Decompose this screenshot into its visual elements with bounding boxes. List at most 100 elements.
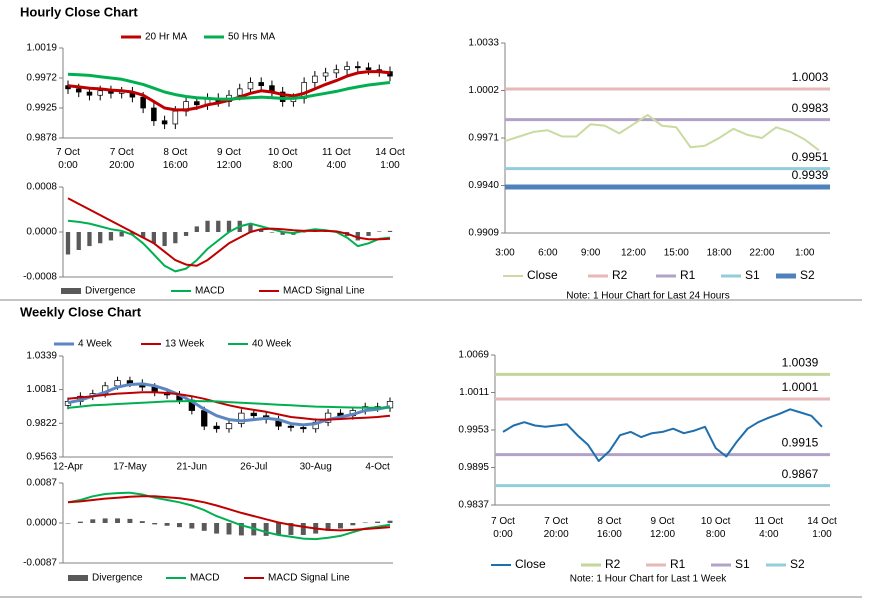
section-title: Hourly Close Chart: [20, 4, 138, 19]
y-tick-label: 0.9895: [458, 462, 489, 473]
divergence-bar: [87, 232, 92, 247]
chart-note: Note: 1 Hour Chart for Last 24 Hours: [566, 291, 729, 302]
divergence-bar: [65, 523, 71, 524]
series-line: [67, 491, 391, 541]
x-tick-label: 11 Oct 4:00: [322, 147, 351, 171]
y-tick-label: 0.9837: [458, 500, 489, 511]
level-label: 0.9951: [792, 150, 829, 164]
legend-label: S1: [735, 557, 750, 571]
series-line: [67, 382, 391, 427]
x-tick-label: 22:00: [749, 248, 774, 259]
y-tick-label: 0.9878: [26, 133, 57, 144]
candle-body: [114, 380, 121, 387]
y-tick-label: 0.9972: [26, 73, 57, 84]
candle-body: [97, 90, 103, 96]
legend-label: MACD: [190, 573, 219, 584]
y-tick-label: -0.0087: [23, 558, 57, 569]
legend-label: Close: [527, 268, 558, 282]
x-tick-label-line: 14 Oct: [375, 147, 405, 158]
divergence-bar: [115, 518, 121, 523]
legend-label: Close: [515, 557, 546, 571]
candle-body: [75, 88, 82, 93]
x-tick-label-line: 7 Oct: [56, 147, 80, 158]
x-tick-label: 7 Oct 0:00: [56, 147, 80, 171]
y-tick-label: 0.9563: [26, 452, 57, 463]
level-label: 0.9915: [782, 436, 819, 450]
x-tick-label: 7 Oct 20:00: [544, 516, 569, 540]
y-tick-label: 0.9953: [458, 425, 489, 436]
x-tick-label: 12-Apr: [53, 462, 84, 473]
x-tick-label-line: 11 Oct: [322, 147, 351, 158]
divergence-bar: [77, 521, 83, 523]
series-line: [67, 400, 390, 409]
x-tick-label-line: 7 Oct: [491, 516, 515, 527]
x-tick-label: 4-Oct: [365, 462, 390, 473]
divergence-bar: [130, 232, 135, 235]
legend-label: R1: [670, 557, 686, 571]
divergence-bar: [139, 521, 145, 523]
x-tick-label-line: 11 Oct: [754, 516, 783, 527]
divergence-bar: [248, 223, 253, 232]
x-tick-label-line: 0:00: [58, 160, 78, 171]
x-tick-label: 30-Aug: [300, 462, 332, 473]
y-tick-label: 0.9971: [468, 133, 499, 144]
divergence-bar: [119, 232, 124, 237]
legend-label: 40 Week: [252, 339, 292, 350]
legend-label: MACD: [195, 286, 224, 297]
divergence-bar: [194, 226, 199, 232]
level-label: 0.9983: [792, 101, 829, 115]
y-tick-label: -0.0008: [23, 272, 57, 283]
divergence-bar: [280, 232, 285, 235]
candle-body: [194, 101, 200, 106]
divergence-bar: [108, 232, 114, 241]
y-tick-label: 0.9909: [468, 228, 499, 239]
candle-body: [86, 91, 93, 96]
candle-body: [355, 66, 361, 69]
series-line: [67, 72, 391, 101]
candle-body: [258, 82, 264, 87]
x-tick-label: 12:00: [621, 248, 646, 259]
x-tick-label-line: 14 Oct: [807, 516, 837, 527]
divergence-bar: [355, 232, 360, 241]
series-line: [67, 391, 391, 421]
legend-label: S2: [790, 557, 805, 571]
level-label: 1.0001: [782, 380, 819, 394]
candle-body: [236, 88, 243, 96]
y-tick-label: 1.0339: [26, 351, 57, 362]
x-tick-label: 10 Oct 8:00: [701, 516, 731, 540]
candle-body: [225, 423, 233, 430]
section-title: Weekly Close Chart: [20, 304, 142, 319]
y-tick-label: 1.0081: [26, 384, 57, 395]
x-tick-label-line: 8:00: [273, 160, 293, 171]
divergence-bar: [173, 232, 178, 244]
x-tick-label: 9 Oct 12:00: [650, 516, 675, 540]
candle-body: [140, 96, 146, 109]
y-tick-label: 0.9940: [468, 180, 499, 191]
y-tick-label: 1.0011: [459, 387, 489, 398]
y-tick-label: 1.0002: [468, 85, 499, 96]
level-label: 0.9939: [792, 168, 829, 182]
divergence-bar: [269, 232, 275, 233]
series-line: [67, 495, 391, 532]
candle-body: [312, 75, 318, 83]
candle-body: [344, 66, 350, 71]
x-tick-label: 7 Oct 0:00: [491, 516, 515, 540]
divergence-bar: [176, 523, 182, 528]
y-tick-label: 0.9925: [26, 103, 57, 114]
legend-label: Divergence: [85, 286, 136, 297]
y-tick-label: 1.0033: [468, 38, 499, 49]
x-tick-label: 7 Oct 20:00: [109, 147, 134, 171]
legend-label: S2: [800, 268, 815, 282]
x-tick-label: 9:00: [581, 248, 601, 259]
x-tick-label-line: 8:00: [706, 529, 726, 540]
divergence-bar: [162, 232, 167, 247]
divergence-bar: [189, 523, 195, 529]
divergence-bar: [183, 232, 189, 236]
series-line: [502, 408, 823, 462]
candle-body: [287, 425, 295, 428]
x-tick-label: 18:00: [707, 248, 732, 259]
x-tick-label: 21-Jun: [177, 462, 208, 473]
legend-label: R2: [605, 557, 621, 571]
candle-body: [213, 425, 220, 430]
